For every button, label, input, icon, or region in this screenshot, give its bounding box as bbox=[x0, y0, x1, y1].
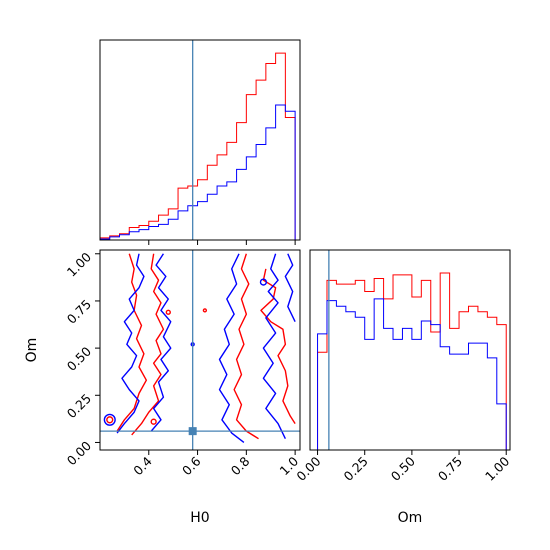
joint-contour-panel: 0.4 0.6 0.8 1.00.000.250.500.751.00 H0 Om bbox=[24, 249, 301, 526]
om-hist-series-1 bbox=[317, 298, 507, 450]
y-axis-label-om: Om bbox=[24, 338, 40, 363]
contour-line-6 bbox=[218, 253, 245, 444]
om-histogram-ticks: 0.00 0.25 0.50 0.75 1.00 bbox=[293, 450, 512, 484]
contour-loop-3 bbox=[202, 308, 208, 313]
joint-xtick-label-0: 0.4 bbox=[130, 453, 155, 478]
contour-line-5 bbox=[150, 253, 172, 432]
om-histogram-panel: 0.00 0.25 0.50 0.75 1.00 Om bbox=[293, 249, 512, 526]
contour-loop-4 bbox=[103, 413, 116, 426]
joint-truth-marker bbox=[188, 427, 197, 436]
contour-loop-0 bbox=[106, 416, 114, 424]
om-xtick-label-4: 1.00 bbox=[482, 453, 512, 483]
contour-line-4 bbox=[116, 253, 145, 434]
joint-ytick-label-1: 0.25 bbox=[64, 391, 94, 421]
contour-line-0 bbox=[116, 253, 148, 432]
contour-loop-6 bbox=[259, 278, 268, 286]
om-xtick-label-2: 0.50 bbox=[388, 453, 418, 483]
contour-line-1 bbox=[131, 253, 165, 436]
joint-ytick-label-0: 0.00 bbox=[64, 438, 94, 468]
h0-histogram-panel bbox=[99, 39, 301, 245]
contour-line-3 bbox=[260, 268, 296, 424]
x-axis-label-om: Om bbox=[398, 510, 423, 526]
joint-ytick-label-2: 0.50 bbox=[64, 344, 94, 374]
joint-panel-frame bbox=[99, 249, 301, 451]
h0-hist-series-0 bbox=[99, 52, 296, 240]
contour-loop-1 bbox=[150, 418, 157, 425]
joint-truth-lines bbox=[100, 250, 300, 450]
joint-xtick-label-1: 0.6 bbox=[179, 453, 204, 478]
contour-loop-2 bbox=[165, 309, 171, 315]
x-axis-label-h0: H0 bbox=[190, 510, 209, 526]
h0-hist-series-1 bbox=[99, 104, 296, 240]
h0-histogram-series bbox=[99, 52, 296, 240]
h0-histogram-ticks bbox=[148, 240, 296, 245]
om-xtick-label-1: 0.25 bbox=[341, 454, 371, 484]
contour-line-8 bbox=[284, 253, 296, 323]
om-xtick-label-3: 0.75 bbox=[435, 454, 465, 484]
joint-ytick-label-3: 0.75 bbox=[64, 296, 94, 326]
contour-line-2 bbox=[233, 253, 259, 440]
om-hist-series-0 bbox=[317, 272, 507, 450]
om-xtick-label-0: 0.00 bbox=[293, 453, 323, 483]
h0-histogram-frame bbox=[99, 39, 301, 241]
joint-xtick-label-2: 0.8 bbox=[228, 453, 253, 478]
om-histogram-frame bbox=[309, 249, 511, 451]
joint-ytick-label-4: 1.00 bbox=[64, 249, 94, 279]
contour-line-7 bbox=[262, 253, 286, 439]
joint-contours bbox=[103, 253, 296, 444]
om-histogram-series bbox=[317, 272, 507, 450]
